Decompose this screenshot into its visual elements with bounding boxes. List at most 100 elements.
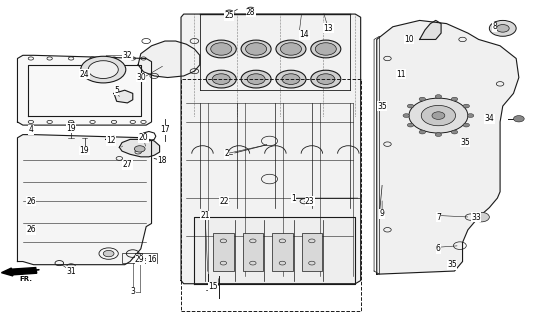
Text: 35: 35 <box>447 260 457 269</box>
Circle shape <box>246 43 267 55</box>
Polygon shape <box>138 41 200 77</box>
Circle shape <box>26 226 35 231</box>
FancyArrow shape <box>2 268 37 276</box>
Circle shape <box>29 198 33 201</box>
Circle shape <box>403 114 410 117</box>
Text: 17: 17 <box>160 125 170 134</box>
Circle shape <box>26 197 35 202</box>
Circle shape <box>276 40 306 58</box>
Text: 18: 18 <box>157 156 167 164</box>
Circle shape <box>206 70 236 88</box>
Polygon shape <box>420 20 441 39</box>
Circle shape <box>435 133 441 137</box>
Circle shape <box>212 74 230 84</box>
Text: 25: 25 <box>224 11 234 20</box>
Circle shape <box>463 123 469 127</box>
Polygon shape <box>181 14 361 284</box>
Text: 28: 28 <box>246 8 255 17</box>
Circle shape <box>419 130 426 134</box>
Circle shape <box>421 105 455 126</box>
Circle shape <box>435 95 441 99</box>
Circle shape <box>81 56 126 83</box>
Text: 15: 15 <box>209 282 218 292</box>
Text: 26: 26 <box>26 225 36 234</box>
Bar <box>243 233 263 271</box>
Circle shape <box>451 97 458 101</box>
Circle shape <box>467 114 474 117</box>
Text: 22: 22 <box>219 197 229 206</box>
Circle shape <box>247 7 254 12</box>
Bar <box>302 233 322 271</box>
Text: 19: 19 <box>66 124 76 133</box>
Text: 9: 9 <box>379 209 384 219</box>
Text: 1: 1 <box>291 194 296 203</box>
Bar <box>181 79 361 311</box>
Text: 31: 31 <box>66 267 76 276</box>
Circle shape <box>247 74 265 84</box>
Text: 29: 29 <box>135 255 144 264</box>
Text: FR.: FR. <box>19 276 32 282</box>
Circle shape <box>407 104 414 108</box>
Circle shape <box>29 227 33 229</box>
Circle shape <box>311 40 341 58</box>
Circle shape <box>211 43 232 55</box>
Circle shape <box>103 251 114 257</box>
Text: 13: 13 <box>324 24 333 33</box>
Text: 24: 24 <box>80 70 89 79</box>
Text: 3: 3 <box>130 287 135 296</box>
Text: 6: 6 <box>436 244 441 253</box>
Text: 27: 27 <box>122 160 132 169</box>
Text: 11: 11 <box>396 70 406 79</box>
Circle shape <box>409 98 468 133</box>
Text: 30: 30 <box>136 73 146 82</box>
Text: 12: 12 <box>107 136 116 146</box>
Circle shape <box>496 25 509 32</box>
Text: 2: 2 <box>224 149 229 158</box>
Circle shape <box>88 61 118 78</box>
Polygon shape <box>195 217 355 284</box>
Circle shape <box>489 20 516 36</box>
Text: 35: 35 <box>377 101 387 111</box>
Circle shape <box>225 10 233 15</box>
Text: 20: 20 <box>139 133 148 142</box>
Bar <box>213 233 233 271</box>
Text: 32: 32 <box>122 51 132 60</box>
Text: 16: 16 <box>147 255 156 264</box>
Text: 33: 33 <box>471 212 481 222</box>
Circle shape <box>315 43 336 55</box>
Circle shape <box>280 43 301 55</box>
Circle shape <box>206 40 236 58</box>
Bar <box>135 253 142 257</box>
Text: 26: 26 <box>26 197 36 206</box>
Circle shape <box>317 74 335 84</box>
Circle shape <box>419 97 426 101</box>
Circle shape <box>432 112 445 119</box>
Circle shape <box>451 130 458 134</box>
Bar <box>272 233 293 271</box>
Text: 34: 34 <box>485 114 494 123</box>
Circle shape <box>282 74 300 84</box>
Polygon shape <box>377 20 519 274</box>
Text: 23: 23 <box>305 197 315 206</box>
Circle shape <box>241 70 271 88</box>
Text: 35: 35 <box>460 138 470 147</box>
Polygon shape <box>119 140 160 157</box>
Text: 14: 14 <box>300 30 309 39</box>
Circle shape <box>134 146 145 152</box>
Polygon shape <box>17 55 151 125</box>
Circle shape <box>407 123 414 127</box>
Bar <box>122 253 157 263</box>
Circle shape <box>514 116 524 122</box>
Text: 8: 8 <box>492 22 497 31</box>
Circle shape <box>241 40 271 58</box>
Text: 10: 10 <box>404 35 414 44</box>
Text: 19: 19 <box>80 146 89 155</box>
Polygon shape <box>114 90 133 103</box>
Circle shape <box>276 70 306 88</box>
Text: 7: 7 <box>436 212 441 222</box>
Polygon shape <box>17 135 151 265</box>
Text: 21: 21 <box>201 211 210 220</box>
Circle shape <box>463 104 469 108</box>
Text: 5: 5 <box>114 86 119 95</box>
Circle shape <box>311 70 341 88</box>
